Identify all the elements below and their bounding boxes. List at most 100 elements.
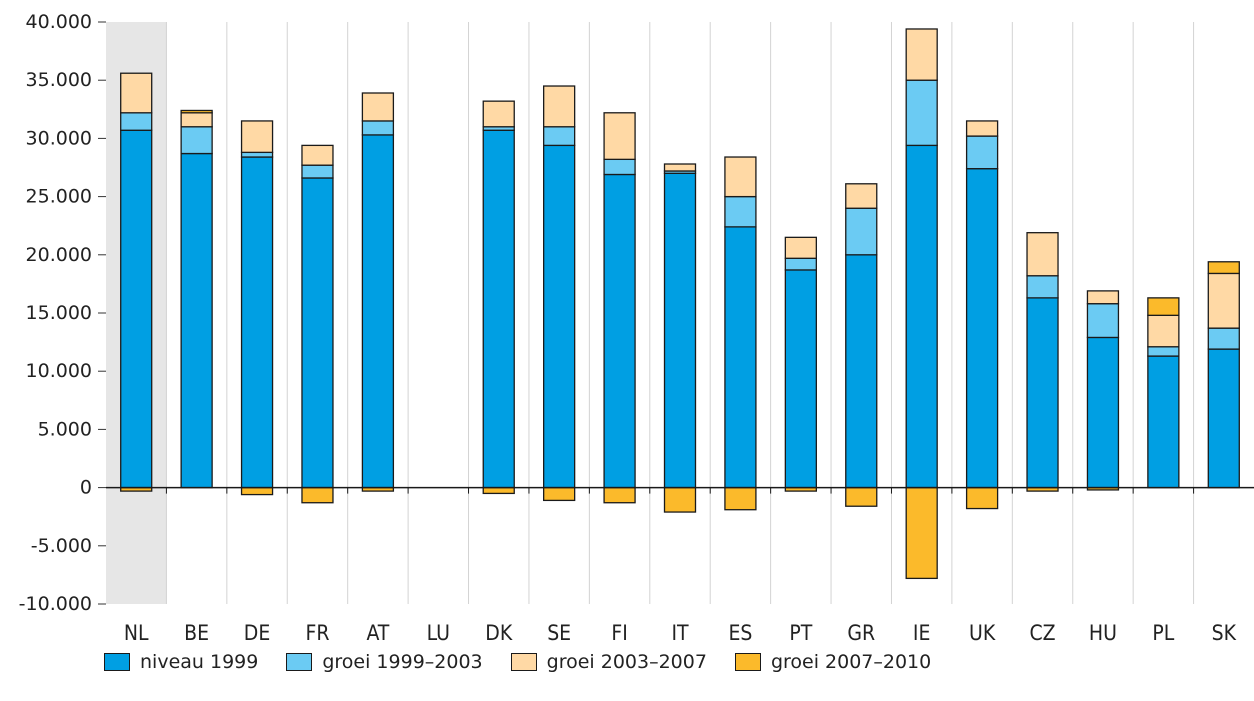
bar-ie-series-1: [905, 144, 938, 489]
bar-gr-series-4: [845, 486, 878, 507]
bar-sk-series-1: [1207, 348, 1240, 489]
bar-dk-series-1: [482, 129, 515, 489]
bar-cz-series-2: [1026, 275, 1059, 299]
bar-se-series-4: [543, 486, 576, 502]
bar-gr-series-1: [845, 254, 878, 489]
legend-label: groei 2003–2007: [546, 651, 707, 673]
x-tick-label: IT: [671, 621, 689, 645]
x-tick-label: FR: [305, 621, 329, 645]
bar-es-series-4: [724, 486, 757, 511]
x-tick-label: DK: [485, 621, 513, 645]
axes: -10.000 -5.000 0 5.000 10.000 15.000 20.000 25.…: [19, 11, 1254, 645]
x-tick-label: DE: [244, 621, 271, 645]
bar-fr-series-1: [301, 177, 334, 489]
bar-be-series-3: [180, 112, 213, 128]
bar-fi-series-3: [603, 112, 636, 161]
x-tick-label: AT: [366, 621, 389, 645]
legend-swatch: [286, 653, 313, 671]
bar-uk-series-2: [965, 135, 999, 170]
bar-gr-series-3: [845, 183, 878, 209]
legend: niveau 1999 groei 1999–2003 groei 2003–200…: [104, 647, 959, 677]
y-tick-label: 15.000: [26, 302, 92, 324]
bar-at-series-2: [361, 120, 395, 136]
y-tick-label: 35.000: [26, 69, 92, 91]
y-tick-label: 30.000: [26, 127, 92, 149]
bar-uk-series-3: [965, 120, 999, 137]
x-tick-label: ES: [728, 621, 752, 645]
bar-pl-series-1: [1147, 355, 1180, 489]
bar-nl-series-2: [120, 112, 153, 131]
bar-it-series-1: [663, 172, 697, 489]
bar-it-series-4: [663, 486, 697, 513]
bar-de-series-1: [240, 156, 274, 489]
bar-dk-series-4: [482, 486, 515, 495]
bar-es-series-3: [724, 156, 757, 198]
x-tick-label: GR: [847, 621, 875, 645]
bar-es-series-2: [724, 195, 757, 228]
bar-fi-series-1: [603, 173, 636, 489]
y-tick-label: 5.000: [38, 418, 92, 440]
bar-es-series-1: [724, 226, 757, 489]
x-tick-label: SK: [1212, 621, 1237, 645]
bar-be-series-4: [180, 109, 213, 114]
bar-fr-series-3: [301, 144, 334, 166]
legend-swatch: [510, 653, 537, 671]
legend-item: groei 2003–2007: [510, 651, 707, 673]
bar-fi-series-2: [603, 158, 636, 176]
x-tick-label: UK: [969, 621, 996, 645]
bar-pl-series-2: [1147, 346, 1180, 357]
legend-label: groei 2007–2010: [770, 651, 932, 673]
bar-fr-series-4: [301, 486, 334, 504]
bar-ie-series-2: [905, 79, 938, 147]
legend-item: niveau 1999: [104, 651, 258, 673]
legend-swatch: [734, 653, 761, 671]
y-tick-label: 10.000: [26, 360, 92, 382]
y-tick-label: 0: [80, 477, 92, 499]
bar-ie-series-4: [905, 486, 938, 580]
bar-pt-series-3: [784, 236, 817, 259]
bar-it-series-3: [663, 163, 697, 172]
bar-sk-series-2: [1207, 327, 1240, 350]
x-tick-label: SE: [547, 621, 571, 645]
y-tick-label: -5.000: [31, 535, 92, 557]
legend-label: niveau 1999: [140, 651, 259, 673]
legend-item: groei 2007–2010: [734, 651, 932, 673]
bar-dk-series-3: [482, 100, 515, 128]
bar-sk-series-4: [1207, 261, 1240, 275]
bar-at-series-1: [361, 134, 395, 489]
bar-uk-series-4: [965, 486, 999, 510]
x-tick-label: CZ: [1029, 621, 1055, 645]
y-tick-label: -10.000: [19, 593, 92, 615]
bar-se-series-2: [543, 126, 576, 147]
bar-cz-series-3: [1026, 232, 1059, 277]
x-tick-label: PL: [1152, 621, 1174, 645]
bar-de-series-4: [240, 486, 274, 496]
bar-de-series-3: [240, 120, 274, 154]
x-tick-label: PT: [789, 621, 812, 645]
legend-label: groei 1999–2003: [322, 651, 483, 673]
bar-pt-series-2: [784, 257, 817, 271]
bar-nl-series-1: [120, 129, 153, 489]
y-tick-label: 20.000: [26, 244, 92, 266]
bar-ie-series-3: [905, 28, 938, 81]
bars: [120, 28, 1240, 580]
x-tick-label: HU: [1089, 621, 1117, 645]
bar-pl-series-3: [1147, 314, 1180, 348]
bar-be-series-1: [180, 152, 213, 489]
bar-at-series-3: [361, 92, 395, 122]
bar-se-series-3: [543, 85, 576, 128]
y-tick-label: 25.000: [26, 186, 92, 208]
x-tick-label: FI: [611, 621, 627, 645]
x-tick-label: BE: [184, 621, 209, 645]
bar-de-series-2: [240, 151, 274, 158]
bar-sk-series-3: [1207, 272, 1240, 329]
x-tick-label: LU: [427, 621, 450, 645]
bar-uk-series-1: [965, 168, 999, 489]
bar-se-series-1: [543, 144, 576, 489]
bar-be-series-2: [180, 126, 213, 155]
x-tick-label: IE: [913, 621, 931, 645]
bar-pt-series-1: [784, 269, 817, 489]
gridlines: [165, 22, 1195, 604]
y-tick-label: 40.000: [26, 11, 92, 33]
